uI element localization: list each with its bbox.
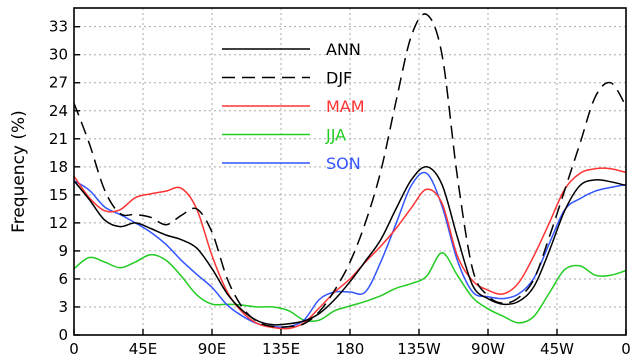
series-line-jja — [73, 252, 627, 324]
y-tick-label: 12 — [49, 214, 68, 232]
x-tick-label: 45E — [129, 340, 158, 358]
x-tick-label: 135W — [397, 340, 441, 358]
y-tick-label: 30 — [49, 46, 68, 64]
y-tick-label: 21 — [49, 130, 68, 148]
series-lines — [73, 13, 627, 330]
legend-label-mam: MAM — [326, 97, 365, 116]
y-tick-label: 27 — [49, 74, 68, 92]
legend: ANN DJF MAM JJA SON — [222, 40, 365, 173]
legend-label-djf: DJF — [326, 69, 352, 88]
legend-label-ann: ANN — [326, 40, 361, 59]
x-tick-label: 0 — [621, 340, 631, 358]
y-tick-label: 0 — [58, 326, 68, 344]
series-line-ann — [73, 166, 627, 326]
y-tick-label: 24 — [49, 102, 68, 120]
legend-label-son: SON — [326, 154, 361, 173]
y-tick-label: 6 — [58, 270, 68, 288]
series-line-djf — [73, 13, 627, 328]
x-tick-label: 45W — [540, 340, 574, 358]
x-tick-label: 90W — [471, 340, 505, 358]
y-axis-label: Frequency (%) — [9, 110, 29, 233]
y-tick-label: 18 — [49, 158, 68, 176]
x-tick-label: 0 — [69, 340, 79, 358]
y-tick-label: 3 — [58, 298, 68, 316]
x-tick-label: 180 — [336, 340, 365, 358]
y-tick-label: 9 — [58, 242, 68, 260]
y-tick-label: 15 — [49, 186, 68, 204]
axis-ticks: 0 45E 90E 135E 180 135W 90W 45W 0036912151821242… — [49, 18, 631, 358]
y-tick-label: 33 — [49, 18, 68, 36]
x-tick-label: 135E — [262, 340, 300, 358]
x-tick-label: 90E — [198, 340, 227, 358]
series-line-son — [73, 171, 627, 328]
series-line-mam — [73, 167, 627, 330]
legend-label-jja: JJA — [325, 126, 346, 145]
